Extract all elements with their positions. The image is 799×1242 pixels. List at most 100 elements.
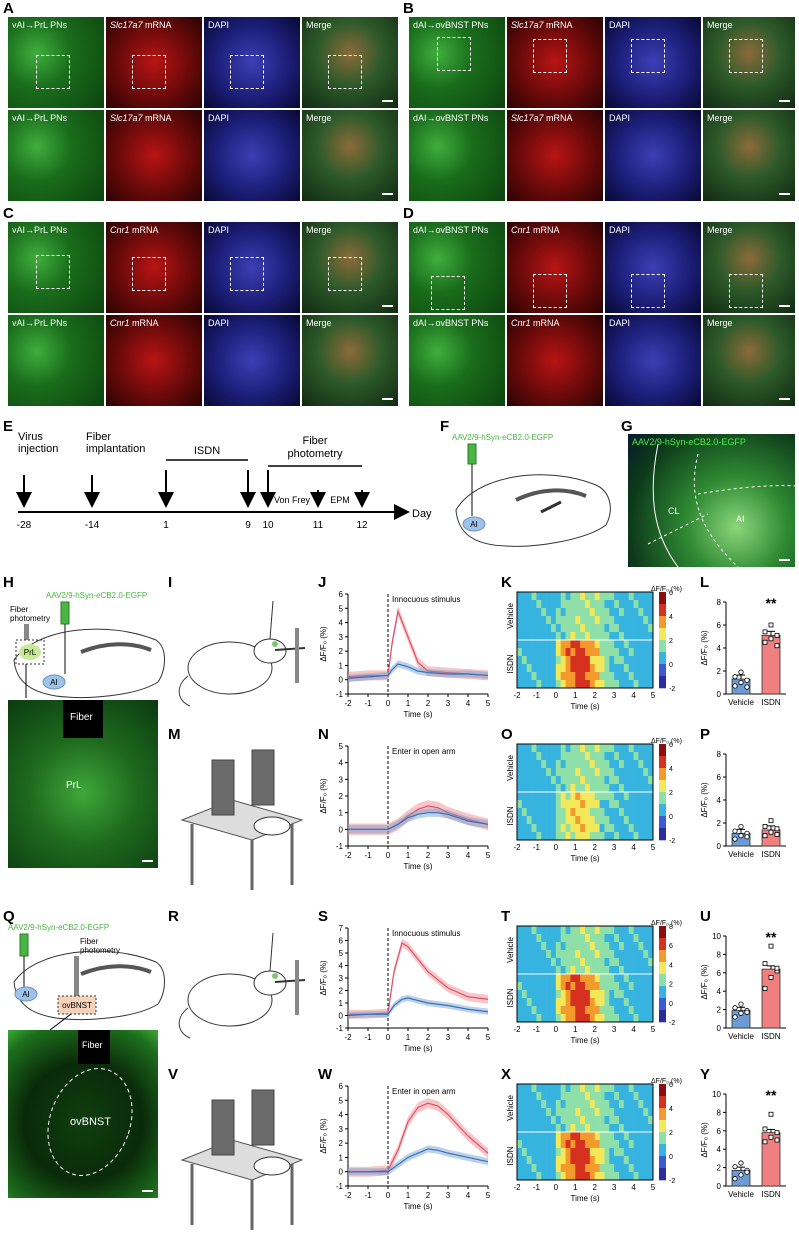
x-tick-label: -2 xyxy=(513,1025,521,1034)
data-point xyxy=(768,1111,774,1117)
heatmap-cell xyxy=(521,624,528,633)
heatmap-cell xyxy=(531,1116,537,1125)
heatmap-cell xyxy=(585,1140,591,1149)
data-point xyxy=(762,824,768,829)
heatmap-cell xyxy=(585,1132,591,1141)
heatmap-cell xyxy=(531,608,537,617)
heatmap-cell xyxy=(531,958,537,967)
heatmap-cell xyxy=(638,966,644,975)
heatmap-cell xyxy=(589,1116,596,1125)
heatmap-cell xyxy=(565,926,571,935)
heatmap-cell xyxy=(633,982,639,991)
panel-label-o: O xyxy=(501,726,513,743)
heatmap-cell xyxy=(536,776,542,785)
heatmap-cell xyxy=(517,656,523,665)
heatmap-cell xyxy=(526,600,532,609)
heatmap-cell xyxy=(555,616,562,625)
micro-a-3: DAPI xyxy=(204,17,300,108)
heatmap-cell xyxy=(604,760,610,769)
mouse-vonfrey-illustration-2 xyxy=(178,932,306,1039)
heatmap-cell xyxy=(517,632,523,641)
heatmap-cell xyxy=(589,974,596,983)
heatmap-cell xyxy=(604,1092,610,1101)
heatmap-cell xyxy=(531,624,537,633)
heatmap-cell xyxy=(536,998,542,1007)
heatmap-cell xyxy=(521,592,528,601)
micro-c-2: Cnr1 mRNA xyxy=(106,222,202,313)
heatmap-cell xyxy=(541,760,547,769)
heatmap-cell xyxy=(526,1014,532,1023)
heatmap-cell xyxy=(609,800,615,809)
heatmap-cell xyxy=(565,816,571,825)
syringe-icon xyxy=(467,443,477,465)
colorbar-tick-label: 2 xyxy=(669,638,673,645)
heatmap-cell xyxy=(546,680,552,689)
heatmap-cell xyxy=(589,998,596,1007)
x-tick-label: -1 xyxy=(533,1183,541,1192)
heatmap-cell xyxy=(594,1116,600,1125)
heatmap-cell xyxy=(580,998,586,1007)
heatmap-cell xyxy=(648,926,654,935)
heatmap-cell xyxy=(594,608,600,617)
heatmap-cell xyxy=(517,1172,523,1181)
heatmap-cell xyxy=(575,832,581,841)
heatmap-cell xyxy=(585,832,591,841)
heatmap-cell xyxy=(570,1140,576,1149)
heatmap-cell xyxy=(536,600,542,609)
mouse-epm-illustration-2 xyxy=(180,1089,304,1230)
colorbar-title: ΔF/F₀ (%) xyxy=(651,1078,682,1085)
panel-q-brain-diagram: AAV2/9-hSyn-eCB2.0-EGFP Fiber photometry… xyxy=(8,923,165,1030)
heatmap-cell xyxy=(565,998,571,1007)
heatmap-cell xyxy=(521,1116,528,1125)
data-point xyxy=(738,1001,744,1007)
heatmap-cell xyxy=(614,760,620,769)
heatmap-cell xyxy=(648,768,654,777)
heatmap-cell xyxy=(609,1140,615,1149)
heatmap-cell xyxy=(536,1172,542,1181)
x-tick-label: 3 xyxy=(612,1025,617,1034)
heatmap-cell xyxy=(546,640,552,649)
heatmap-cell xyxy=(517,752,523,761)
heatmap-cell xyxy=(604,800,610,809)
heatmap-cell xyxy=(555,1006,562,1015)
heatmap-cell xyxy=(575,1164,581,1173)
heatmap-cell xyxy=(560,1014,566,1023)
heatmap-cell xyxy=(575,1116,581,1125)
heatmap-cell xyxy=(546,784,552,793)
heatmap-cell xyxy=(643,760,649,769)
heatmap-cell xyxy=(531,824,537,833)
heatmap-cell xyxy=(551,832,557,841)
heatmap-cell xyxy=(555,926,562,935)
heatmap-cell xyxy=(580,824,586,833)
heatmap-cell xyxy=(648,1156,654,1165)
heatmap-cell xyxy=(628,966,634,975)
heatmap-cell xyxy=(594,648,600,657)
heatmap-cell xyxy=(551,808,557,817)
heatmap-cell xyxy=(619,974,625,983)
heatmap-cell xyxy=(575,942,581,951)
heatmap-cell xyxy=(570,632,576,641)
heatmap-cell xyxy=(609,656,615,665)
heatmap-cell xyxy=(517,926,523,935)
heatmap-cell xyxy=(551,1116,557,1125)
panel-label-r: R xyxy=(168,908,179,925)
heatmap-cell xyxy=(555,800,562,809)
heatmap-cell xyxy=(546,1100,552,1109)
heatmap-cell xyxy=(541,776,547,785)
heatmap-cell xyxy=(526,1140,532,1149)
heatmap-cell xyxy=(555,1108,562,1117)
heatmap-cell xyxy=(619,640,625,649)
heatmap-cell xyxy=(541,600,547,609)
heatmap-cell xyxy=(555,1124,562,1133)
heatmap-cell xyxy=(623,1156,630,1165)
stimulus-label: Enter in open arm xyxy=(392,747,456,756)
significance-marker: ** xyxy=(766,595,777,611)
heatmap-cell xyxy=(619,958,625,967)
heatmap-cell xyxy=(560,648,566,657)
heatmap-cell xyxy=(560,1156,566,1165)
heatmap-cell xyxy=(536,1164,542,1173)
heatmap-cell xyxy=(521,632,528,641)
x-tick-label: 3 xyxy=(446,1191,451,1200)
